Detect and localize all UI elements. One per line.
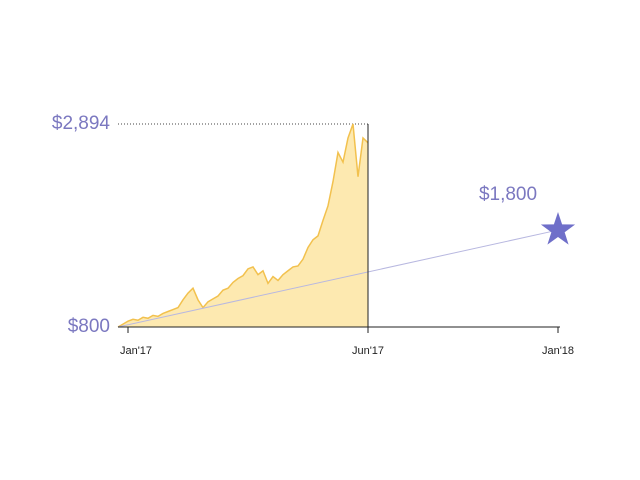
projection-line [117, 229, 559, 328]
area-line [117, 123, 369, 328]
x-tick-label: Jun'17 [352, 345, 384, 357]
y-tick-label: $800 [68, 316, 110, 337]
area-fill [118, 124, 368, 327]
target-star [540, 212, 576, 245]
y-tick-label: $2,894 [52, 113, 111, 134]
x-tick-label: Jan'17 [120, 345, 152, 357]
value-label: $1,800 [479, 184, 537, 205]
x-tick-label: Jan'18 [542, 345, 574, 357]
